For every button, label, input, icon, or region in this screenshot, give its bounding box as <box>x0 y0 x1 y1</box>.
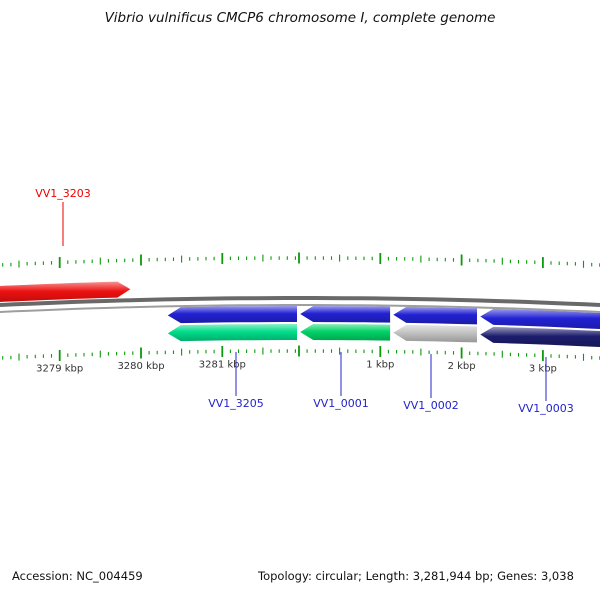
backbone-top-edge <box>0 296 600 307</box>
backbone-bottom-edge <box>0 304 600 313</box>
gene-label-VV1_0002: VV1_0002 <box>403 399 459 412</box>
status-bar: Accession: NC_004459 Topology: circular;… <box>0 569 600 589</box>
gene-arrow-VV1_0002 <box>393 306 477 325</box>
gene-label-VV1_3203: VV1_3203 <box>35 187 91 200</box>
scale-label: 3280 kbp <box>117 361 164 372</box>
map-title: Vibrio vulnificus CMCP6 chromosome I, co… <box>104 10 496 26</box>
gene-arrow-VV1_3203 <box>0 281 131 302</box>
gene-arrow-VV1_0001 <box>300 306 391 323</box>
gene-arrow-VV1_0002 <box>393 324 477 343</box>
ring-reverse-strand <box>167 306 600 330</box>
scale-label: 3281 kbp <box>199 360 246 371</box>
ring-forward-strand <box>0 281 131 302</box>
gene-label-VV1_3205: VV1_3205 <box>208 397 264 410</box>
gene-arrow-VV1_0003 <box>480 308 600 330</box>
gene-arrow-VV1_0001 <box>300 324 391 341</box>
ruler-lower_ticks <box>2 345 600 362</box>
gene-arrow-VV1_0003 <box>480 326 600 348</box>
gene-arrow-VV1_3205 <box>167 324 297 342</box>
scale-label: 1 kbp <box>366 360 394 371</box>
scale-label: 3 kbp <box>529 364 557 375</box>
gene-label-VV1_0003: VV1_0003 <box>518 402 574 415</box>
genome-summary-text: Topology: circular; Length: 3,281,944 bp… <box>258 569 574 583</box>
scale-label: 2 kbp <box>448 361 476 372</box>
ruler-upper_ticks <box>2 252 600 269</box>
gene-label-VV1_0001: VV1_0001 <box>313 397 369 410</box>
ring-category <box>167 324 600 348</box>
accession-text: Accession: NC_004459 <box>12 569 143 583</box>
scale-label: 3279 kbp <box>36 364 83 375</box>
gene-arrow-VV1_3205 <box>167 306 297 324</box>
